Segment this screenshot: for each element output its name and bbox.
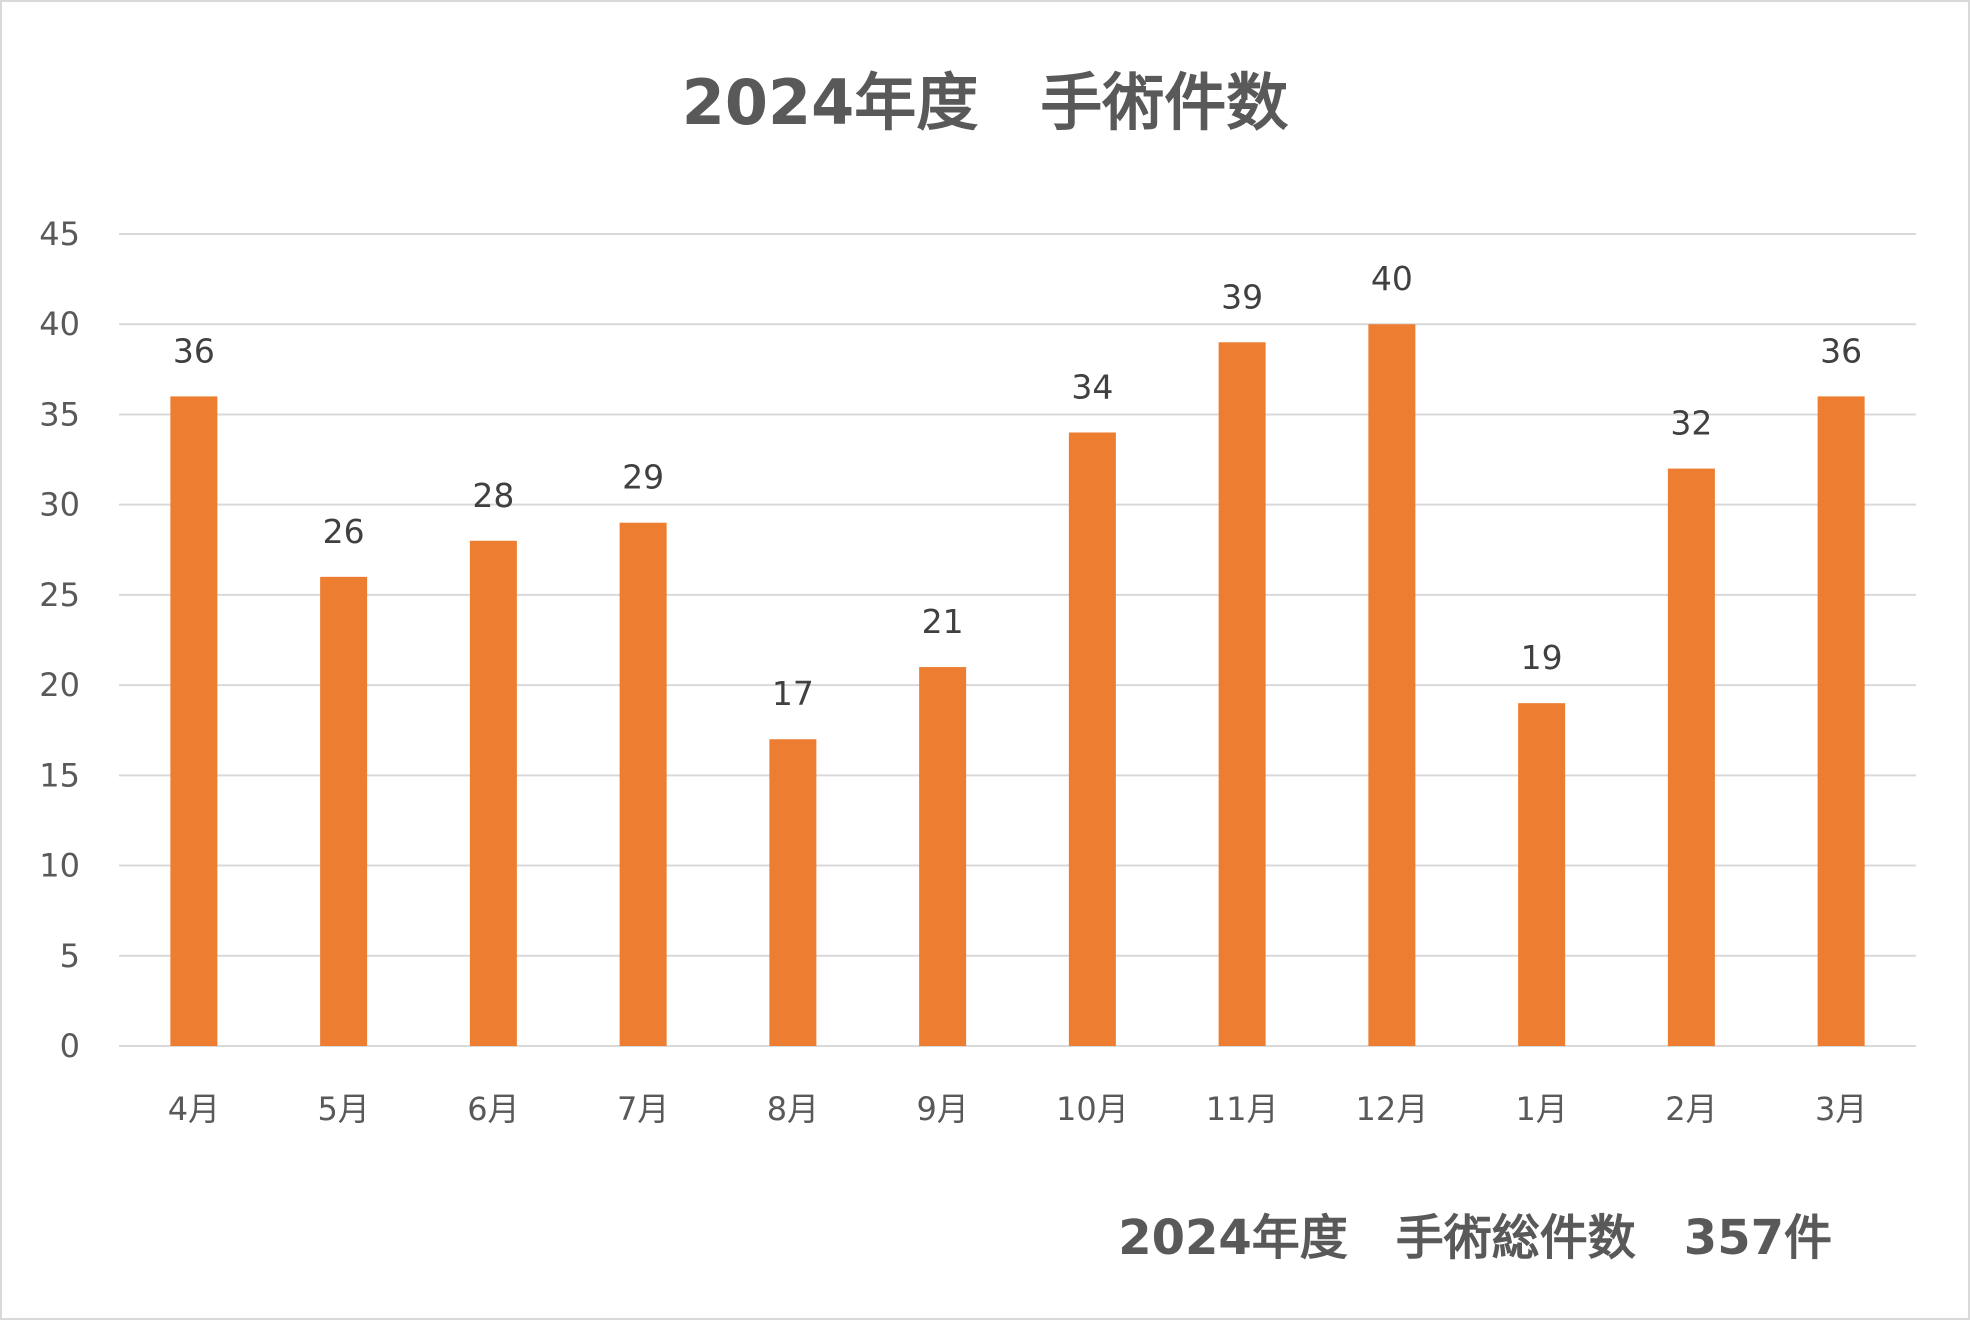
y-tick-label: 15 (39, 756, 80, 794)
y-tick-label: 5 (60, 937, 80, 975)
x-tick-label: 7月 (617, 1090, 669, 1128)
bar-data-label: 34 (1071, 367, 1113, 406)
grid-layer (119, 233, 1916, 1047)
bar (469, 540, 517, 1046)
x-tick-label: 3月 (1815, 1090, 1867, 1128)
y-tick-label: 45 (39, 215, 80, 253)
bar (919, 667, 967, 1046)
y-tick-label: 0 (60, 1027, 80, 1065)
y-tick-label: 35 (39, 395, 80, 433)
chart-title: 2024年度 手術件数 (682, 66, 1289, 139)
bars (170, 324, 1865, 1047)
bar-data-label: 26 (323, 512, 365, 551)
x-tick-label: 12月 (1356, 1090, 1429, 1128)
bar (170, 396, 218, 1046)
bar (1518, 703, 1566, 1046)
bar-data-label: 40 (1371, 259, 1413, 298)
bar-data-label: 29 (622, 458, 664, 497)
x-tick-label: 1月 (1515, 1090, 1567, 1128)
data-labels: 36 26 28 29 17 21 34 39 40 19 32 36 (173, 259, 1862, 713)
bar (1667, 468, 1715, 1047)
x-tick-label: 5月 (317, 1090, 369, 1128)
bar (769, 739, 817, 1046)
y-tick-label: 40 (39, 305, 80, 343)
y-tick-label: 10 (39, 847, 80, 885)
bar-data-label: 36 (1820, 331, 1862, 370)
bar-data-label: 28 (472, 476, 514, 515)
bar (1368, 324, 1416, 1046)
bar-data-label: 19 (1521, 638, 1563, 677)
y-tick-label: 30 (39, 486, 80, 524)
bar (1068, 432, 1116, 1046)
x-tick-label: 8月 (767, 1090, 819, 1128)
x-tick-label: 6月 (467, 1090, 519, 1128)
y-axis-ticks: 0 5 10 15 20 25 30 35 40 45 (39, 215, 80, 1065)
y-tick-label: 20 (39, 666, 80, 704)
bar-data-label: 36 (173, 331, 215, 370)
bar-data-label: 17 (772, 674, 814, 713)
x-tick-label: 4月 (168, 1090, 220, 1128)
bar-data-label: 32 (1670, 404, 1712, 443)
bar-data-label: 39 (1221, 277, 1263, 316)
x-axis-ticks: 4月 5月 6月 7月 8月 9月 10月 11月 12月 1月 2月 3月 (168, 1090, 1868, 1128)
x-tick-label: 2月 (1665, 1090, 1717, 1128)
bar (1218, 342, 1266, 1046)
bar (320, 576, 368, 1046)
bar-data-label: 21 (922, 602, 964, 641)
x-tick-label: 9月 (916, 1090, 968, 1128)
bar (619, 522, 667, 1046)
x-tick-label: 10月 (1056, 1090, 1129, 1128)
y-tick-label: 25 (39, 576, 80, 614)
bar (1817, 396, 1865, 1046)
x-tick-label: 11月 (1206, 1090, 1279, 1128)
chart-summary: 2024年度 手術総件数 357件 (1118, 1210, 1832, 1266)
